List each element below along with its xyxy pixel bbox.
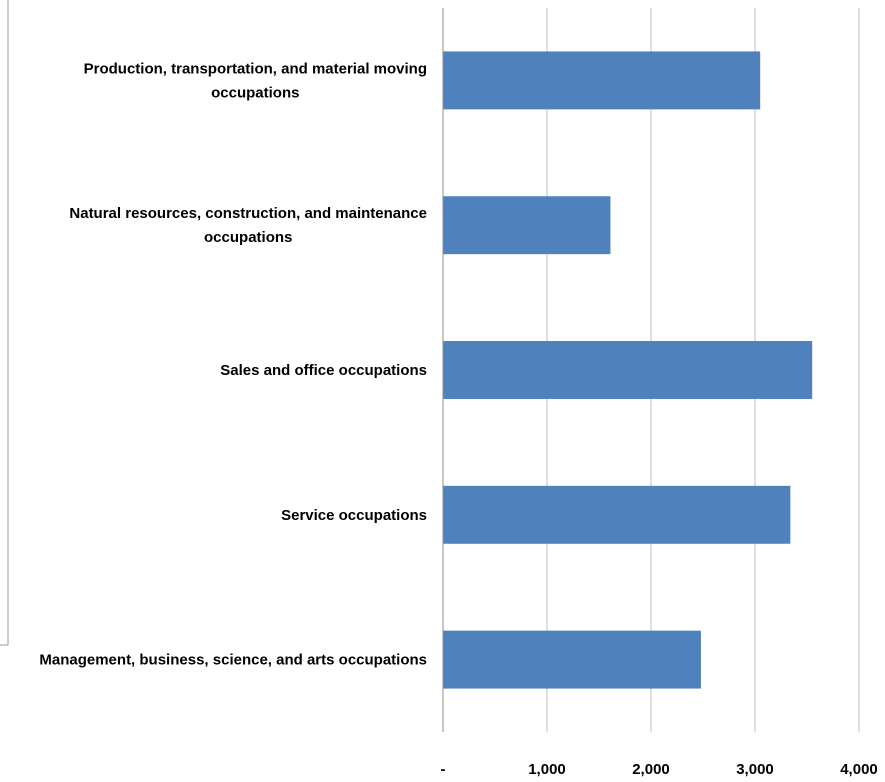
- bar-4: [443, 196, 611, 255]
- bar-1: [443, 630, 701, 689]
- category-labels: Management, business, science, and arts …: [39, 60, 427, 668]
- category-label-3: Sales and office occupations: [220, 362, 427, 379]
- tick-label-1000: 1,000: [528, 761, 566, 778]
- category-label-4: Natural resources, construction, and mai…: [69, 205, 427, 246]
- tick-label-3000: 3,000: [736, 761, 774, 778]
- bar-2: [443, 485, 791, 544]
- category-label-2: Service occupations: [281, 507, 427, 524]
- tick-label-4000: 4,000: [840, 761, 878, 778]
- tick-label-2000: 2,000: [632, 761, 670, 778]
- category-label-5: Production, transportation, and material…: [84, 60, 427, 101]
- tick-label-0: -: [441, 761, 446, 778]
- category-label-1: Management, business, science, and arts …: [39, 652, 427, 669]
- tick-labels: - 1,000 2,000 3,000 4,000: [441, 761, 878, 778]
- bar-3: [443, 341, 813, 399]
- bar-5: [443, 51, 761, 110]
- bars: [443, 51, 813, 689]
